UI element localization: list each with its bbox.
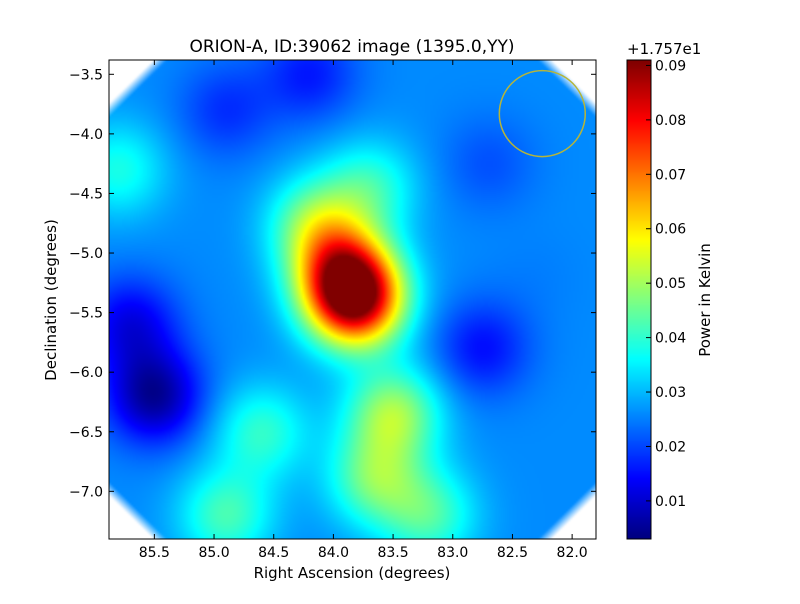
x-axis-ticks: 85.5 85.0 84.5 84.0 83.5 83.0 82.5 82.0 xyxy=(139,60,588,561)
beam-circle xyxy=(498,69,587,158)
colorbar-ticks: 0.01 0.02 0.03 0.04 0.05 0.06 0.07 0.08 0.09 xyxy=(646,58,686,510)
colorbar-gradient xyxy=(627,60,651,539)
plot-area: 85.5 85.0 84.5 84.0 83.5 83.0 82.5 82.0 −3.5 −4.… xyxy=(69,59,597,561)
colorbar: 0.01 0.02 0.03 0.04 0.05 0.06 0.07 0.08 0.09 +1.… xyxy=(626,40,714,540)
y-tick-label: −3.5 xyxy=(69,67,103,83)
colorbar-tick-label: 0.06 xyxy=(655,222,686,238)
colorbar-tick-label: 0.08 xyxy=(655,113,686,129)
y-tick-label: −6.0 xyxy=(69,365,103,381)
y-tick-label: −4.5 xyxy=(69,186,103,202)
x-tick-label: 83.5 xyxy=(377,545,408,561)
x-tick-label: 82.0 xyxy=(557,545,588,561)
y-axis-ticks: −3.5 −4.0 −4.5 −5.0 −5.5 −6.0 −6.5 −7.0 xyxy=(69,67,596,500)
y-tick-label: −4.0 xyxy=(69,127,103,143)
colorbar-tick-label: 0.05 xyxy=(655,276,686,292)
x-tick-label: 84.0 xyxy=(318,545,349,561)
colorbar-tick-label: 0.03 xyxy=(655,385,686,401)
colorbar-offset-text: +1.757e1 xyxy=(627,40,701,58)
colorbar-label: Power in Kelvin xyxy=(696,243,714,357)
colorbar-tick-label: 0.02 xyxy=(655,439,686,455)
x-tick-label: 84.5 xyxy=(258,545,289,561)
y-tick-label: −7.0 xyxy=(69,484,103,500)
colorbar-tick-label: 0.04 xyxy=(655,331,686,347)
chart-title: ORION-A, ID:39062 image (1395.0,YY) xyxy=(189,37,514,57)
colorbar-tick-label: 0.09 xyxy=(655,58,686,74)
x-tick-label: 85.0 xyxy=(198,545,229,561)
y-axis-label: Declination (degrees) xyxy=(42,219,60,381)
y-tick-label: −5.5 xyxy=(69,306,103,322)
colorbar-tick-label: 0.01 xyxy=(655,494,686,510)
colorbar-frame xyxy=(626,59,652,540)
y-tick-label: −6.5 xyxy=(69,425,103,441)
x-axis-label: Right Ascension (degrees) xyxy=(254,564,451,582)
x-tick-label: 82.5 xyxy=(497,545,528,561)
x-tick-label: 83.0 xyxy=(437,545,468,561)
plot-frame xyxy=(108,59,597,540)
x-tick-label: 85.5 xyxy=(139,545,170,561)
y-tick-label: −5.0 xyxy=(69,246,103,262)
heatmap-image xyxy=(109,60,596,539)
colorbar-tick-label: 0.07 xyxy=(655,167,686,183)
